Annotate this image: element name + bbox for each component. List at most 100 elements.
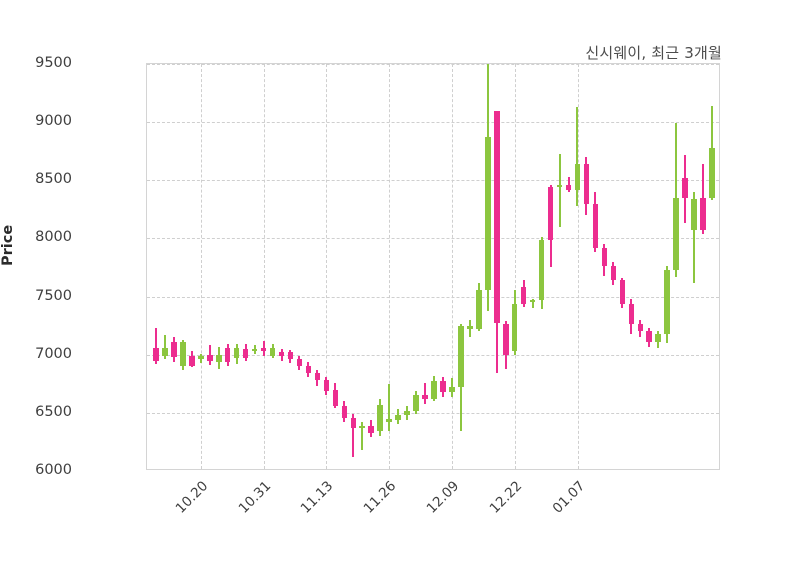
candlestick-body xyxy=(404,410,410,416)
candlestick-body xyxy=(189,355,195,367)
candlestick-wick xyxy=(163,334,166,360)
candlestick-body xyxy=(242,348,249,359)
candlestick xyxy=(260,64,267,469)
candlestick-body xyxy=(682,177,688,198)
candlestick xyxy=(637,64,644,469)
candlestick-body xyxy=(260,347,267,352)
candlestick-body xyxy=(296,359,303,367)
candlestick-wick xyxy=(388,383,391,432)
candlestick-body xyxy=(422,395,428,399)
plot-area xyxy=(146,63,720,470)
candlestick xyxy=(269,64,276,469)
candlestick-body xyxy=(413,395,419,411)
candlestick xyxy=(198,64,204,469)
candlestick xyxy=(287,64,294,469)
candlestick-body xyxy=(538,239,545,301)
candlestick-body xyxy=(350,417,357,428)
candlestick-body xyxy=(583,164,590,204)
candlestick xyxy=(529,64,536,469)
candlestick xyxy=(494,64,500,469)
candlestick xyxy=(592,64,599,469)
candlestick xyxy=(565,64,572,469)
candlestick-body xyxy=(233,347,240,359)
gridline-vertical xyxy=(451,64,453,469)
candlestick xyxy=(368,64,374,469)
gridline-horizontal xyxy=(147,180,719,182)
gridline-horizontal xyxy=(147,354,719,356)
candlestick-body xyxy=(529,300,536,303)
gridline-horizontal xyxy=(147,412,719,414)
candlestick-body xyxy=(359,425,366,428)
candlestick-body xyxy=(269,347,276,356)
candlestick-body xyxy=(646,331,653,342)
candlestick-body xyxy=(180,341,186,367)
y-tick-label: 8000 xyxy=(35,229,72,246)
candlestick-wick xyxy=(567,176,570,192)
gridline-horizontal xyxy=(147,64,719,65)
candlestick xyxy=(233,64,240,469)
candlestick xyxy=(305,64,312,469)
candlestick-body xyxy=(458,325,464,388)
candlestick-wick xyxy=(531,298,534,309)
candlestick xyxy=(296,64,303,469)
candlestick-body xyxy=(673,197,679,270)
y-tick-label: 7500 xyxy=(35,287,72,304)
gridline-vertical xyxy=(326,64,328,469)
candlestick-body xyxy=(628,303,635,325)
candlestick xyxy=(664,64,670,469)
candlestick-body xyxy=(314,373,321,381)
candlestick-body xyxy=(574,164,581,190)
candlestick-body xyxy=(511,303,518,352)
candlestick xyxy=(314,64,321,469)
candlestick xyxy=(242,64,249,469)
candlestick xyxy=(502,64,509,469)
candlestick-body xyxy=(377,404,383,432)
candlestick-wick xyxy=(693,191,696,283)
candlestick-body xyxy=(637,324,644,332)
candlestick-body xyxy=(700,197,706,231)
candlestick-body xyxy=(592,203,599,248)
candlestick xyxy=(691,64,697,469)
candlestick-wick xyxy=(558,153,561,227)
candlestick-body xyxy=(224,347,231,362)
candlestick-body xyxy=(610,266,617,281)
candlestick-wick xyxy=(424,382,427,404)
y-tick-label: 9000 xyxy=(35,113,72,130)
candlestick xyxy=(422,64,428,469)
y-tick-label: 7000 xyxy=(35,345,72,362)
gridline-vertical xyxy=(577,64,579,469)
candlestick xyxy=(386,64,392,469)
candlestick xyxy=(467,64,473,469)
chart-title: 신시웨이, 최근 3개월 xyxy=(585,44,722,62)
candlestick xyxy=(278,64,285,469)
candlestick-body xyxy=(278,352,285,356)
candlestick xyxy=(655,64,661,469)
gridline-horizontal xyxy=(147,122,719,124)
y-tick-label: 9500 xyxy=(35,55,72,71)
gridline-horizontal xyxy=(147,296,719,298)
gridline-vertical xyxy=(263,64,265,469)
candlestick-body xyxy=(287,352,294,360)
candlestick-body xyxy=(601,247,608,267)
y-tick-label: 8500 xyxy=(35,171,72,188)
candlestick xyxy=(224,64,231,469)
candlestick-body xyxy=(655,333,661,342)
candlestick-body xyxy=(502,324,509,355)
candlestick xyxy=(413,64,419,469)
candlestick-body xyxy=(431,381,437,399)
candlestick-body xyxy=(341,405,348,418)
candlestick-body xyxy=(198,355,204,360)
candlestick xyxy=(162,64,168,469)
candlestick xyxy=(180,64,186,469)
candlestick xyxy=(171,64,177,469)
candlestick xyxy=(431,64,437,469)
candlestick-body xyxy=(476,289,482,330)
candlestick xyxy=(601,64,608,469)
candlestick xyxy=(341,64,348,469)
gridline-horizontal xyxy=(147,238,719,240)
candlestick xyxy=(709,64,715,469)
candlestick xyxy=(440,64,446,469)
candlestick-body xyxy=(565,184,572,190)
candlestick xyxy=(395,64,401,469)
